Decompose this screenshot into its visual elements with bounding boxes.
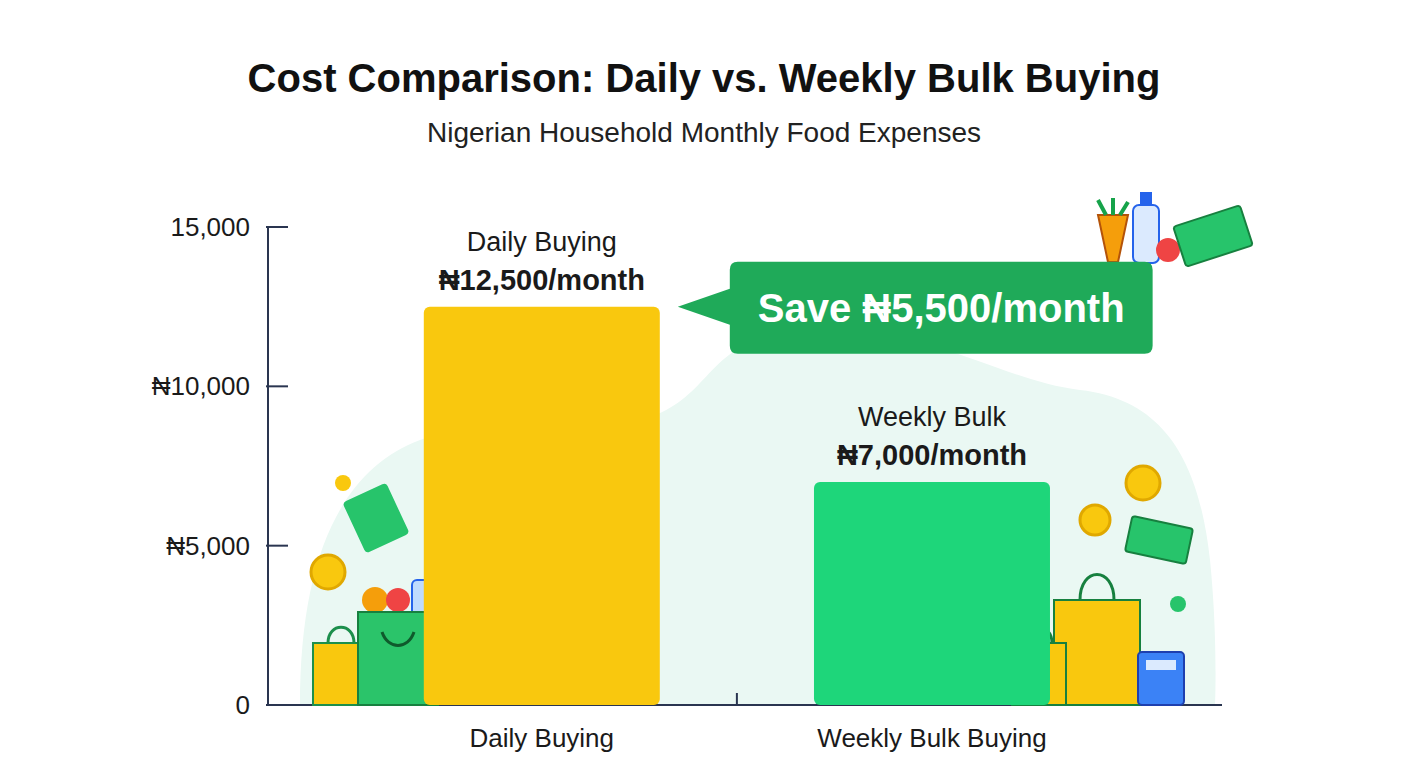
calculator [1138, 652, 1184, 705]
x-divider-tick [736, 693, 738, 705]
y-tick-label: 15,000 [170, 212, 250, 242]
y-tick-label: ₦10,000 [152, 371, 250, 401]
coin [1080, 505, 1110, 535]
chart: Cost Comparison: Daily vs. Weekly Bulk B… [0, 0, 1408, 768]
data-label: ₦12,500/month [439, 264, 645, 296]
calculator-screen [1146, 660, 1176, 670]
bag-smile [382, 632, 414, 646]
bottle-cap [1140, 192, 1152, 206]
y-axis-line [267, 227, 269, 705]
data-label: ₦7,000/month [837, 439, 1027, 471]
data-label-title: Weekly Bulk [858, 402, 1007, 432]
bars [424, 307, 1050, 705]
bottle [1133, 205, 1159, 263]
bill [1125, 516, 1193, 564]
y-axis: 0 ₦5,000 ₦10,000 15,000 [152, 212, 288, 720]
decor [311, 192, 1253, 705]
bill [1173, 205, 1253, 267]
annotation: Save ₦5,500/month [758, 286, 1125, 330]
fruit [386, 588, 410, 612]
bar [424, 307, 660, 705]
y-tick-label: 0 [236, 690, 250, 720]
subtitle: Nigerian Household Monthly Food Expenses [427, 117, 981, 148]
fruit [362, 587, 388, 613]
dot [1170, 596, 1186, 612]
y-tick [266, 226, 288, 228]
bag-handle [1080, 575, 1114, 601]
y-tick [266, 385, 288, 387]
callout-box [678, 262, 1153, 354]
data-label-title: Daily Buying [467, 227, 617, 257]
y-tick [266, 545, 288, 547]
fruit [1156, 238, 1180, 262]
y-tick-label: ₦5,000 [166, 531, 250, 561]
title: Cost Comparison: Daily vs. Weekly Bulk B… [248, 56, 1161, 100]
bar [814, 482, 1050, 705]
callout: Save ₦5,500/month [678, 262, 1153, 354]
x-tick-label: Weekly Bulk Buying [817, 723, 1046, 753]
coin [311, 555, 345, 589]
carrot [1098, 215, 1128, 262]
carrot-leaves [1098, 198, 1128, 215]
x-tick-label: Daily Buying [470, 723, 615, 753]
dot [335, 475, 351, 491]
coin [1126, 466, 1160, 500]
bill [342, 482, 409, 553]
bag-handle [328, 627, 354, 643]
